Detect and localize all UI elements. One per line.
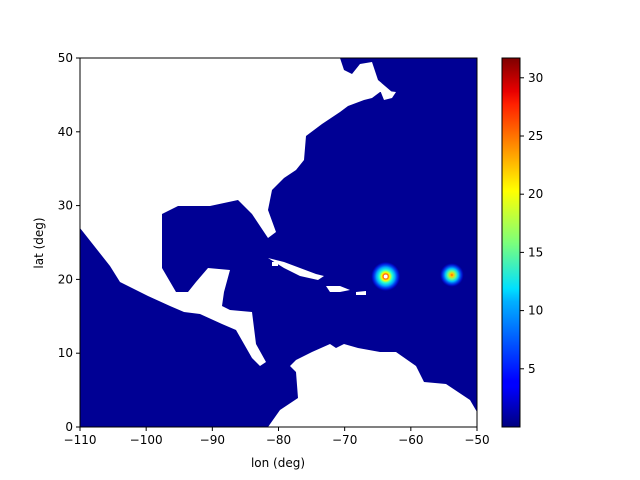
y-tick-label: 10 (58, 346, 73, 360)
storm-hotspot (439, 263, 464, 287)
colorbar (502, 58, 520, 427)
colorbar-tick-label: 20 (528, 187, 543, 201)
land-hispaniola (326, 286, 350, 292)
y-tick-label: 30 (58, 199, 73, 213)
colorbar-tick-label: 15 (528, 245, 543, 259)
y-tick-label: 40 (58, 125, 73, 139)
colorbar-tick-label: 25 (528, 129, 543, 143)
y-tick-label: 20 (58, 272, 73, 286)
map-area (80, 58, 477, 427)
y-tick-label: 0 (65, 420, 73, 434)
colorbar-tick-label: 10 (528, 304, 543, 318)
hotspot-layer (371, 261, 464, 292)
land-north-america (80, 58, 392, 366)
x-axis: −110 −100 −90 −80 −70 −60 −50 (64, 427, 490, 447)
land-newfoundland (380, 90, 396, 100)
x-tick-label: −90 (200, 433, 225, 447)
land-puerto-rico (356, 291, 366, 295)
x-tick-label: −100 (130, 433, 163, 447)
x-tick-label: −80 (266, 433, 291, 447)
colorbar-tick-label: 5 (528, 362, 536, 376)
land-gulf-islands (272, 262, 278, 266)
colorbar-tick-label: 30 (528, 71, 543, 85)
y-tick-label: 50 (58, 51, 73, 65)
x-axis-label: lon (deg) (251, 456, 305, 470)
storm-eye (383, 274, 388, 279)
land-cuba (268, 258, 324, 280)
x-tick-label: −110 (64, 433, 97, 447)
x-tick-label: −60 (398, 433, 423, 447)
x-tick-label: −70 (332, 433, 357, 447)
y-axis: 0 10 20 30 40 50 (58, 51, 80, 434)
colorbar-axis: 5 10 15 20 25 30 (520, 71, 543, 376)
y-axis-label: lat (deg) (32, 217, 46, 268)
land-south-america (268, 344, 477, 427)
colorbar-frame (501, 57, 521, 428)
x-tick-label: −50 (464, 433, 489, 447)
